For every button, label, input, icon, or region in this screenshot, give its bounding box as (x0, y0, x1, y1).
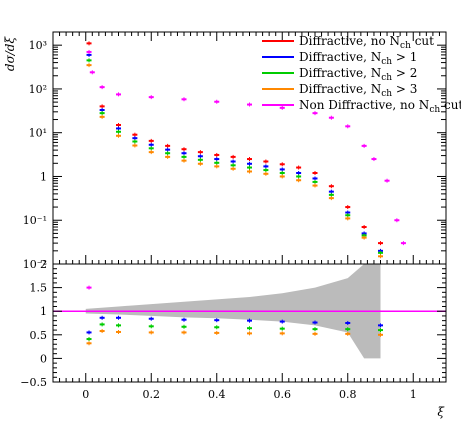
top-series-3 (86, 63, 383, 259)
top-y-tick-label: 10² (29, 83, 47, 96)
x-tick-label: 0.4 (208, 388, 226, 401)
legend-label: Diffractive, Nch > 2 (299, 66, 417, 83)
top-y-tick-label: 10⁻² (23, 258, 47, 271)
top-y-tick-label: 10⁻¹ (23, 214, 47, 227)
legend-entry: Diffractive, Nch > 3 (262, 82, 417, 99)
ratio-y-tick-label: 1.5 (30, 282, 48, 295)
ratio-y-tick-label: 2 (40, 258, 47, 271)
x-tick-label: 0.2 (143, 388, 161, 401)
legend-entry: Diffractive, Nch > 2 (262, 66, 417, 83)
top-series-2 (86, 58, 383, 255)
x-tick-label: 0.8 (339, 388, 357, 401)
top-series-1 (86, 52, 383, 253)
top-y-tick-label: 10¹ (29, 127, 47, 140)
ratio-y-tick-label: −0.5 (20, 376, 47, 389)
ratio-panel-y-axis: −0.5 0 0.5 1 1.5 2 (20, 258, 446, 389)
x-tick-label: 0 (82, 388, 89, 401)
legend-entry: Diffractive, Nch > 1 (262, 50, 417, 67)
top-y-tick-label: 10³ (29, 39, 47, 52)
x-axis-label: ξ (437, 405, 445, 419)
top-panel-y-axis-label: dσ/dξ (3, 36, 17, 72)
top-panel-series (86, 41, 406, 259)
ratio-y-tick-label: 1 (40, 305, 47, 318)
top-series-0 (86, 41, 383, 246)
legend-entry: Diffractive, no Nch cut (262, 34, 434, 51)
legend-entry: Non Diffractive, no Nch cut (262, 98, 461, 115)
ratio-panel-series (86, 285, 383, 346)
x-tick-label: 0.6 (274, 388, 292, 401)
top-y-tick-label: 1 (40, 170, 47, 183)
ratio-y-tick-label: 0 (40, 352, 47, 365)
legend-label: Non Diffractive, no Nch cut (299, 98, 461, 115)
legend-label: Diffractive, Nch > 1 (299, 50, 417, 67)
legend-label: Diffractive, Nch > 3 (299, 82, 417, 99)
x-tick-label: 1 (410, 388, 417, 401)
legend-label: Diffractive, no Nch cut (299, 34, 434, 51)
x-axis: 0 0.2 0.4 0.6 0.8 1 (52, 32, 447, 401)
ratio-y-tick-label: 0.5 (30, 329, 48, 342)
ratio-series-0 (86, 315, 383, 335)
top-panel-y-axis: 10³ 10² 10¹ 1 10⁻¹ 10⁻² (23, 31, 446, 271)
top-series-4 (86, 49, 406, 246)
ratio-series-2 (86, 329, 383, 346)
ratio-series-3 (86, 285, 92, 290)
ratio-series-1 (86, 322, 383, 342)
